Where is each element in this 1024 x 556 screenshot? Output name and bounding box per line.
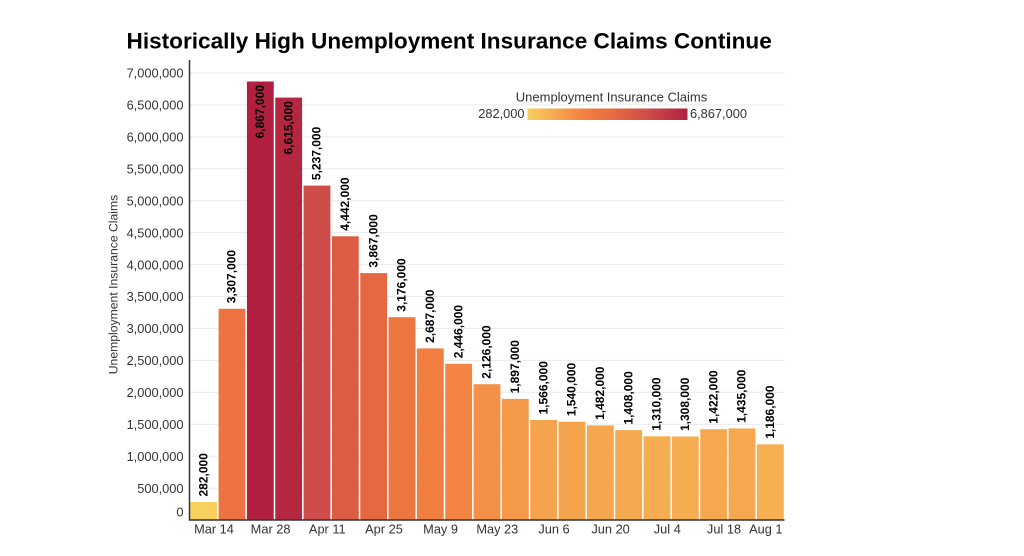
svg-text:Jun 6: Jun 6 bbox=[538, 522, 569, 537]
svg-text:7,000,000: 7,000,000 bbox=[127, 66, 184, 81]
svg-text:500,000: 500,000 bbox=[137, 481, 183, 496]
svg-text:6,867,000: 6,867,000 bbox=[253, 85, 267, 139]
svg-text:Unemployment Insurance Claims: Unemployment Insurance Claims bbox=[516, 89, 708, 104]
svg-text:1,308,000: 1,308,000 bbox=[678, 377, 692, 431]
svg-text:4,500,000: 4,500,000 bbox=[127, 225, 184, 240]
svg-text:4,442,000: 4,442,000 bbox=[338, 177, 352, 231]
svg-text:May 23: May 23 bbox=[476, 522, 518, 537]
svg-text:1,482,000: 1,482,000 bbox=[593, 366, 607, 420]
svg-text:May 9: May 9 bbox=[423, 522, 458, 537]
svg-text:5,237,000: 5,237,000 bbox=[310, 126, 324, 180]
svg-text:3,176,000: 3,176,000 bbox=[395, 258, 409, 312]
svg-text:1,000,000: 1,000,000 bbox=[127, 449, 184, 464]
svg-text:2,500,000: 2,500,000 bbox=[127, 353, 184, 368]
svg-text:3,307,000: 3,307,000 bbox=[225, 250, 239, 304]
svg-text:1,408,000: 1,408,000 bbox=[621, 371, 635, 425]
svg-text:1,310,000: 1,310,000 bbox=[650, 377, 664, 431]
svg-text:282,000: 282,000 bbox=[478, 106, 524, 121]
svg-text:Unemployment Insurance Claims: Unemployment Insurance Claims bbox=[107, 195, 121, 375]
svg-text:2,687,000: 2,687,000 bbox=[423, 289, 437, 343]
svg-text:Apr 25: Apr 25 bbox=[365, 522, 403, 537]
svg-text:282,000: 282,000 bbox=[196, 453, 210, 497]
svg-text:1,186,000: 1,186,000 bbox=[763, 385, 777, 439]
svg-text:2,446,000: 2,446,000 bbox=[451, 305, 465, 359]
svg-text:1,500,000: 1,500,000 bbox=[127, 417, 184, 432]
svg-text:3,867,000: 3,867,000 bbox=[366, 214, 380, 268]
svg-text:Jul 18: Jul 18 bbox=[707, 522, 741, 537]
svg-text:Jul 4: Jul 4 bbox=[654, 522, 681, 537]
svg-text:4,000,000: 4,000,000 bbox=[127, 257, 184, 272]
svg-text:Historically High Unemployment: Historically High Unemployment Insurance… bbox=[127, 29, 772, 54]
svg-text:Mar 28: Mar 28 bbox=[251, 522, 291, 537]
svg-text:1,566,000: 1,566,000 bbox=[536, 361, 550, 415]
svg-text:6,500,000: 6,500,000 bbox=[127, 98, 184, 113]
svg-text:6,000,000: 6,000,000 bbox=[127, 130, 184, 145]
svg-text:5,500,000: 5,500,000 bbox=[127, 162, 184, 177]
svg-text:1,422,000: 1,422,000 bbox=[706, 370, 720, 424]
svg-text:3,500,000: 3,500,000 bbox=[127, 289, 184, 304]
svg-text:6,615,000: 6,615,000 bbox=[281, 101, 295, 155]
svg-text:2,000,000: 2,000,000 bbox=[127, 385, 184, 400]
svg-text:Apr 11: Apr 11 bbox=[309, 522, 346, 537]
svg-text:1,540,000: 1,540,000 bbox=[565, 362, 579, 416]
svg-text:2,126,000: 2,126,000 bbox=[480, 325, 494, 379]
svg-text:1,435,000: 1,435,000 bbox=[735, 369, 749, 423]
svg-text:Aug 1: Aug 1 bbox=[749, 522, 782, 537]
svg-text:Mar 14: Mar 14 bbox=[194, 522, 234, 537]
svg-text:6,867,000: 6,867,000 bbox=[690, 106, 747, 121]
svg-text:0: 0 bbox=[176, 505, 183, 520]
svg-text:5,000,000: 5,000,000 bbox=[127, 193, 184, 208]
svg-text:Jun 20: Jun 20 bbox=[591, 522, 629, 537]
svg-text:3,000,000: 3,000,000 bbox=[127, 321, 184, 336]
svg-text:1,897,000: 1,897,000 bbox=[508, 340, 522, 394]
